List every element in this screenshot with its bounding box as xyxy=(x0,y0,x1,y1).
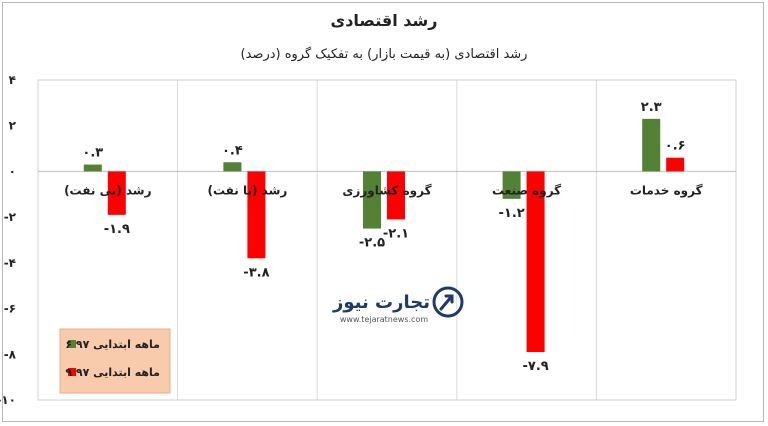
y-tick-label: -۲ xyxy=(4,210,17,224)
bar[interactable] xyxy=(502,171,521,199)
data-label: -۱.۲ xyxy=(498,206,524,221)
logo-icon xyxy=(432,286,464,318)
data-label: ۲.۳ xyxy=(641,100,662,115)
bar[interactable] xyxy=(642,118,661,172)
category-label: گروه خدمات xyxy=(630,183,703,198)
bar[interactable] xyxy=(107,171,126,215)
watermark-url: www.tejaratnews.com xyxy=(340,315,428,324)
plot-border xyxy=(37,79,737,401)
y-tick-label: ۲ xyxy=(9,119,17,133)
data-label: ۰.۳ xyxy=(82,146,103,161)
category-label: گروه کشاورزی xyxy=(342,183,431,198)
bar[interactable] xyxy=(247,171,266,259)
legend-swatch xyxy=(68,340,76,348)
bar[interactable] xyxy=(83,164,102,172)
y-tick-label: -۱۰ xyxy=(0,393,16,407)
chart-title: رشد اقتصادی xyxy=(331,11,438,30)
data-label: -۲.۵ xyxy=(359,236,385,251)
data-label: -۳.۸ xyxy=(243,265,269,280)
category-label: گروه صنعت xyxy=(492,183,561,198)
legend-swatch xyxy=(68,368,76,376)
data-label: -۱.۹ xyxy=(104,222,130,237)
bar[interactable] xyxy=(363,171,381,229)
bar[interactable] xyxy=(666,157,685,172)
y-tick-label: ۰ xyxy=(9,164,16,178)
watermark-brand: تجارت نیوز xyxy=(332,292,430,313)
category-label: رشد (با نفت) xyxy=(207,183,287,197)
plot-area: ۴ ۲ ۰ -۲ -۴ -۶ -۸ -۱۰ ۰.۳ -۱.۹ رشد (بی نفت) ۰.۴ -۳.۸… xyxy=(0,73,737,407)
y-tick-label: -۶ xyxy=(4,302,16,316)
category-label: رشد (بی نفت) xyxy=(64,183,152,197)
data-label: -۲.۱ xyxy=(383,226,409,241)
y-tick-label: -۴ xyxy=(4,256,16,270)
data-label: ۰.۶ xyxy=(665,139,686,154)
bar[interactable] xyxy=(387,171,405,220)
data-label: ۰.۴ xyxy=(222,143,243,158)
y-tick-label: -۸ xyxy=(4,347,17,361)
data-label: -۷.۹ xyxy=(522,359,548,374)
bar[interactable] xyxy=(526,171,545,352)
bar[interactable] xyxy=(223,162,242,172)
legend-box xyxy=(59,328,171,394)
legend-label: ۶ ماهه ابتدایی ۹۷ xyxy=(65,338,160,351)
y-tick-label: ۴ xyxy=(9,73,16,87)
legend-label: ۹ ماهه ابتدایی ۹۷ xyxy=(65,366,160,379)
logo-arrow-icon xyxy=(439,294,454,311)
chart-subtitle: رشد اقتصادی (به قیمت بازار) به تفکیک گرو… xyxy=(241,46,528,62)
